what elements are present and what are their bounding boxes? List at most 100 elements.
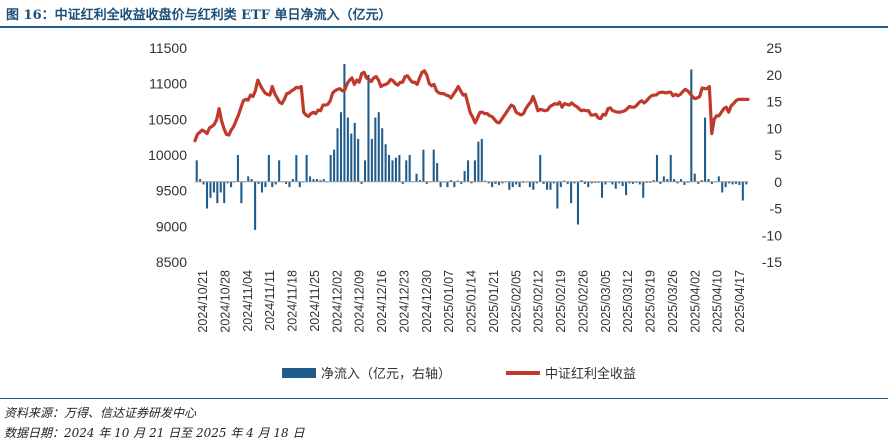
net-inflow-bar (350, 133, 353, 182)
net-inflow-bar (487, 181, 490, 184)
net-inflow-bar (391, 160, 394, 182)
x-tick-label: 2025/02/26 (576, 270, 590, 333)
net-inflow-bar (628, 181, 631, 184)
x-tick-label: 2025/02/19 (554, 270, 568, 333)
net-inflow-bar (700, 180, 703, 182)
net-inflow-bar (199, 179, 202, 182)
net-inflow-bar (205, 181, 209, 209)
footer-rule (0, 398, 888, 399)
net-inflow-bar (195, 160, 198, 182)
net-inflow-bar (240, 181, 243, 204)
net-inflow-bar (501, 181, 504, 184)
net-inflow-bar (230, 181, 233, 188)
net-inflow-bar (621, 181, 624, 187)
net-inflow-bar (693, 173, 696, 182)
net-inflow-bar (219, 181, 222, 193)
net-inflow-bar (679, 179, 683, 182)
x-tick-label: 2024/11/04 (241, 270, 255, 332)
right-tick-label: -10 (762, 227, 782, 243)
net-inflow-bar (291, 179, 294, 182)
net-inflow-bar (631, 181, 634, 184)
net-inflow-bar (535, 181, 538, 184)
net-inflow-bar (738, 181, 741, 185)
net-inflow-bar (247, 176, 250, 182)
net-inflow-bar (271, 181, 274, 188)
net-inflow-bar (611, 181, 614, 185)
net-inflow-bar (425, 181, 428, 184)
net-inflow-bar (254, 181, 257, 230)
net-inflow-bar (401, 181, 404, 184)
net-inflow-bar (518, 181, 521, 188)
legend-bar-label: 净流入（亿元，右轴） (321, 367, 451, 382)
net-inflow-bar (614, 181, 617, 189)
right-tick-label: 5 (774, 147, 782, 163)
net-inflow-bar (398, 155, 401, 182)
net-inflow-bar (250, 179, 253, 182)
x-tick-label: 2025/01/14 (465, 270, 479, 333)
x-tick-label: 2025/03/19 (644, 270, 658, 333)
net-inflow-bar (202, 181, 205, 185)
x-tick-label: 2024/11/11 (263, 270, 277, 331)
left-tick-label: 9500 (156, 183, 187, 199)
x-tick-label: 2025/02/05 (509, 270, 523, 333)
x-tick-label: 2025/03/05 (599, 270, 613, 333)
net-inflow-bar (216, 181, 219, 204)
net-inflow-bar (284, 181, 288, 184)
left-tick-label: 11000 (149, 76, 187, 92)
net-inflow-bar (278, 160, 281, 182)
net-inflow-bar (329, 155, 332, 182)
net-inflow-bar (734, 181, 738, 184)
net-inflow-bar (367, 74, 370, 182)
net-inflow-bar (257, 181, 260, 184)
net-inflow-bar (741, 181, 744, 201)
net-inflow-bar (360, 181, 363, 184)
net-inflow-bar (717, 176, 720, 182)
net-inflow-bar (704, 117, 707, 182)
x-tick-label: 2024/12/09 (353, 270, 367, 333)
net-inflow-bar (470, 181, 473, 184)
x-tick-label: 2024/12/02 (330, 270, 344, 333)
net-inflow-bar (432, 149, 435, 182)
net-inflow-bar (333, 149, 336, 182)
net-inflow-bar (549, 181, 552, 190)
figure-title: 图 16：中证红利全收益收盘价与红利类 ETF 单日净流入（亿元） (6, 8, 392, 23)
net-inflow-bar (570, 181, 573, 204)
net-inflow-bar (556, 181, 559, 209)
net-inflow-bar (587, 181, 590, 188)
net-inflow-bar (309, 176, 312, 182)
left-tick-label: 11500 (149, 40, 187, 56)
net-inflow-bar (422, 149, 425, 182)
x-tick-label: 2025/04/17 (733, 270, 747, 333)
x-tick-label: 2024/12/23 (397, 270, 411, 333)
net-inflow-bar (635, 181, 638, 183)
net-inflow-bar (600, 181, 604, 198)
net-inflow-bar (710, 181, 713, 184)
net-inflow-bar (460, 181, 463, 184)
net-inflow-bar (236, 155, 239, 182)
net-inflow-bar (521, 181, 525, 183)
net-inflow-bar (659, 181, 662, 184)
net-inflow-bar (415, 173, 418, 182)
net-inflow-bar (394, 157, 397, 182)
net-inflow-bar (405, 160, 408, 182)
net-inflow-bar (377, 112, 380, 182)
net-inflow-bar (436, 163, 439, 182)
net-inflow-bar (532, 181, 535, 190)
right-tick-label: 25 (766, 40, 782, 56)
net-inflow-bar (625, 181, 628, 196)
net-inflow-bar (491, 181, 494, 188)
right-tick-label: -5 (770, 201, 783, 217)
net-inflow-bar (580, 180, 583, 182)
net-inflow-bar (446, 181, 449, 188)
net-inflow-bar (539, 155, 542, 182)
legend-line-label: 中证红利全收益 (545, 366, 636, 382)
right-tick-label: -15 (762, 254, 782, 270)
source-note: 资料来源：万得、信达证券研发中心 (4, 406, 197, 420)
net-inflow-bar (346, 117, 349, 182)
net-inflow-bar (353, 122, 356, 182)
net-inflow-bar (374, 117, 377, 182)
net-inflow-bar (312, 179, 315, 182)
net-inflow-bar (724, 181, 727, 188)
net-inflow-bar (388, 155, 391, 182)
net-inflow-bar (274, 181, 277, 185)
